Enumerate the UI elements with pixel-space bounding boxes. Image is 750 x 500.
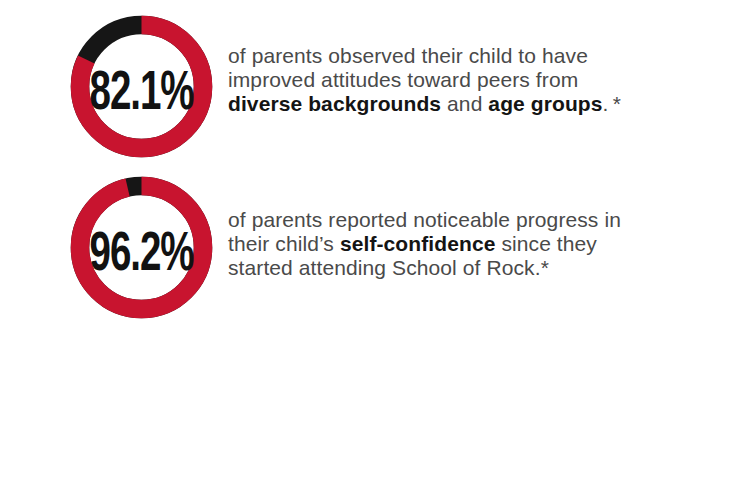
text-segment: of parents reported noticeable progress … bbox=[228, 208, 621, 231]
text-segment: their child’s bbox=[228, 232, 340, 255]
text-segment: since they bbox=[495, 232, 597, 255]
stat-description-self-confidence: of parents reported noticeable progress … bbox=[228, 208, 698, 280]
stat-row-diverse-peers: 82.1% of parents observed their child to… bbox=[70, 15, 730, 160]
emphasized-text: self-confidence bbox=[340, 232, 496, 255]
stat-row-self-confidence: 96.2% of parents reported noticeable pro… bbox=[70, 176, 730, 321]
text-segment: started attending School of Rock.* bbox=[228, 256, 549, 279]
emphasized-text: diverse backgrounds bbox=[228, 92, 441, 115]
text-segment: of parents observed their child to have bbox=[228, 44, 588, 67]
donut-chart-self-confidence: 96.2% bbox=[70, 176, 213, 319]
infographic-canvas: 82.1% of parents observed their child to… bbox=[0, 0, 750, 500]
stat-text-line: started attending School of Rock.* bbox=[228, 256, 698, 280]
stat-text-line: their child’s self-confidence since they bbox=[228, 232, 698, 256]
text-segment: and bbox=[441, 92, 488, 115]
percent-label: 96.2% bbox=[91, 176, 191, 319]
percent-label: 82.1% bbox=[91, 15, 191, 158]
stat-text-line: of parents observed their child to have bbox=[228, 44, 698, 68]
text-segment: . * bbox=[603, 92, 622, 115]
stat-text-line: diverse backgrounds and age groups. * bbox=[228, 92, 698, 116]
donut-chart-diverse-peers: 82.1% bbox=[70, 15, 213, 158]
stat-text-line: of parents reported noticeable progress … bbox=[228, 208, 698, 232]
stat-description-diverse-peers: of parents observed their child to havei… bbox=[228, 44, 698, 116]
stat-text-line: improved attitudes toward peers from bbox=[228, 68, 698, 92]
text-segment: improved attitudes toward peers from bbox=[228, 68, 578, 91]
emphasized-text: age groups bbox=[488, 92, 602, 115]
